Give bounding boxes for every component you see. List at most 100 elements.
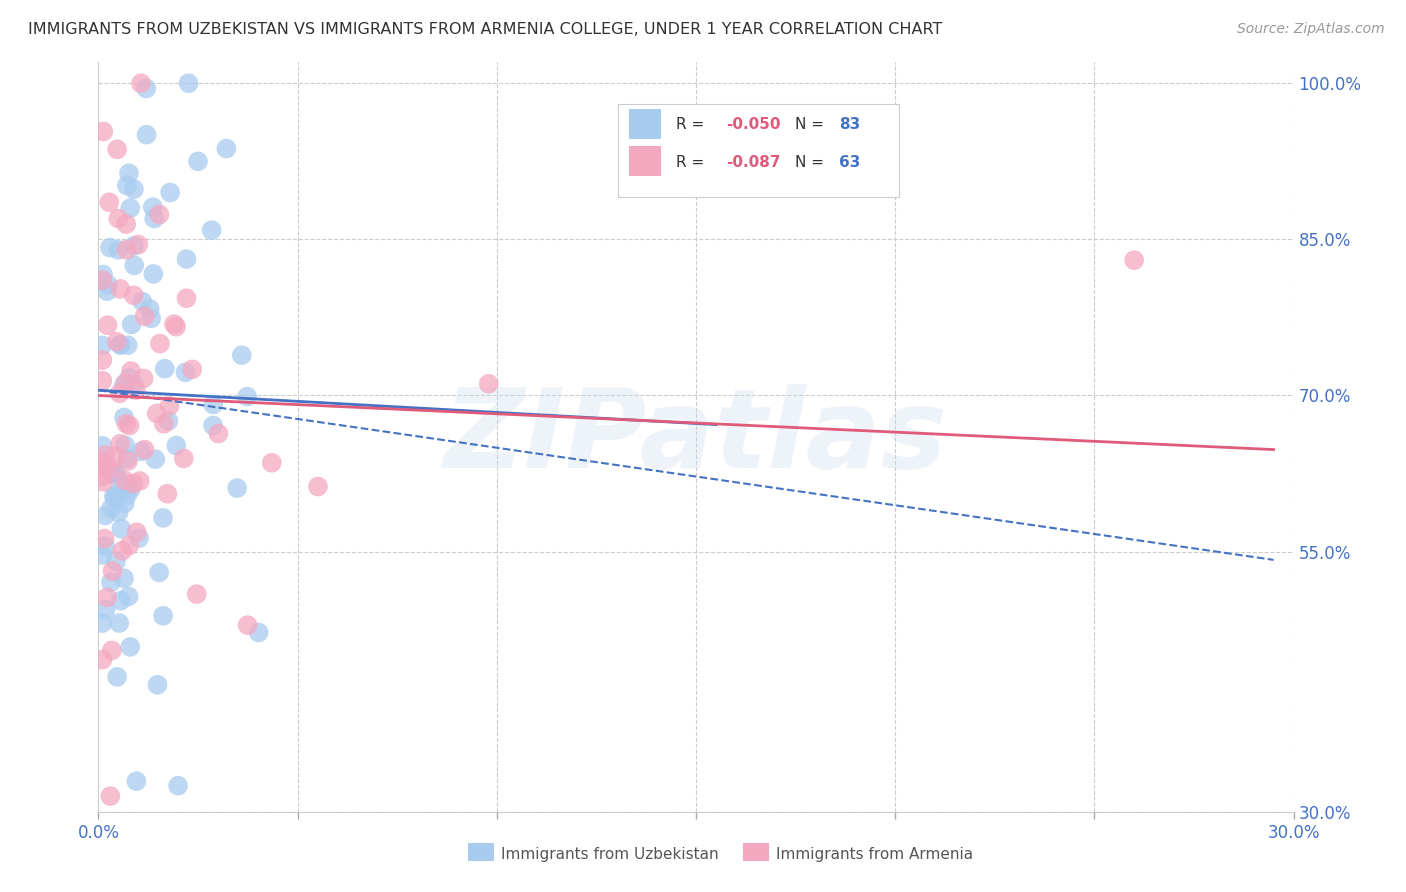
Point bbox=[143, 211, 166, 226]
Point bbox=[181, 362, 204, 376]
Point bbox=[100, 500, 122, 515]
Point bbox=[129, 76, 152, 90]
Point bbox=[141, 311, 163, 326]
Point bbox=[138, 301, 160, 316]
Point bbox=[215, 142, 238, 156]
Point bbox=[115, 217, 138, 231]
Point bbox=[108, 386, 131, 401]
Point bbox=[165, 319, 187, 334]
Point bbox=[122, 182, 145, 196]
Point bbox=[122, 239, 145, 253]
Point bbox=[174, 365, 197, 379]
Point bbox=[104, 467, 127, 481]
Text: R =: R = bbox=[676, 154, 709, 169]
Point bbox=[163, 317, 186, 331]
Point bbox=[98, 460, 121, 475]
Point bbox=[96, 318, 118, 333]
Point bbox=[94, 448, 117, 462]
Point bbox=[176, 252, 198, 266]
Point bbox=[110, 338, 132, 352]
Point bbox=[231, 348, 253, 362]
Point bbox=[128, 474, 150, 488]
Point bbox=[100, 462, 122, 476]
Point bbox=[91, 455, 114, 469]
Point bbox=[103, 489, 125, 503]
Point bbox=[125, 383, 148, 397]
Point bbox=[94, 508, 117, 523]
Point bbox=[91, 652, 114, 666]
Point bbox=[124, 258, 146, 272]
Point bbox=[120, 482, 142, 496]
Point bbox=[91, 268, 114, 282]
Point bbox=[176, 291, 198, 305]
Point bbox=[226, 481, 249, 495]
Point bbox=[159, 186, 181, 200]
Point bbox=[117, 590, 139, 604]
Point bbox=[157, 414, 180, 428]
Point bbox=[111, 544, 134, 558]
Point bbox=[146, 678, 169, 692]
Point bbox=[131, 294, 153, 309]
Point bbox=[98, 195, 121, 210]
Point bbox=[202, 418, 225, 433]
Point bbox=[202, 397, 225, 411]
Text: -0.050: -0.050 bbox=[725, 117, 780, 132]
Point bbox=[94, 602, 117, 616]
Point bbox=[107, 505, 129, 519]
Point bbox=[114, 376, 136, 390]
Point bbox=[247, 625, 270, 640]
Point bbox=[91, 124, 114, 138]
Point bbox=[118, 418, 141, 433]
Point bbox=[101, 564, 124, 578]
Point bbox=[96, 284, 118, 298]
Point bbox=[120, 640, 142, 654]
Point bbox=[103, 466, 125, 480]
Text: Immigrants from Uzbekistan: Immigrants from Uzbekistan bbox=[501, 847, 718, 862]
Point bbox=[112, 410, 135, 425]
Text: N =: N = bbox=[796, 154, 830, 169]
Point bbox=[121, 318, 143, 332]
Point bbox=[173, 451, 195, 466]
Point bbox=[91, 548, 114, 562]
Point bbox=[98, 789, 122, 804]
FancyBboxPatch shape bbox=[628, 146, 661, 177]
Point bbox=[115, 417, 138, 431]
Text: 83: 83 bbox=[839, 117, 860, 132]
Point bbox=[110, 593, 132, 607]
Point bbox=[112, 571, 135, 585]
Point bbox=[117, 477, 139, 491]
Point bbox=[105, 334, 128, 349]
Point bbox=[120, 201, 142, 215]
Point bbox=[152, 608, 174, 623]
Point bbox=[100, 575, 122, 590]
Point bbox=[118, 370, 141, 384]
FancyBboxPatch shape bbox=[619, 103, 900, 197]
Point bbox=[108, 337, 131, 351]
Point bbox=[108, 437, 131, 451]
Point bbox=[148, 566, 170, 580]
Point bbox=[152, 511, 174, 525]
Point bbox=[128, 531, 150, 545]
Point bbox=[91, 374, 114, 388]
Point bbox=[117, 451, 139, 466]
Text: Immigrants from Armenia: Immigrants from Armenia bbox=[776, 847, 973, 862]
Point bbox=[165, 439, 187, 453]
Point bbox=[112, 473, 135, 487]
Point bbox=[98, 241, 121, 255]
Point bbox=[91, 439, 114, 453]
Point bbox=[105, 469, 128, 483]
Point bbox=[159, 399, 181, 413]
Point bbox=[201, 223, 224, 237]
Point bbox=[145, 406, 167, 420]
Point bbox=[132, 371, 155, 385]
Point bbox=[107, 243, 129, 257]
Text: Source: ZipAtlas.com: Source: ZipAtlas.com bbox=[1237, 22, 1385, 37]
Point bbox=[125, 525, 148, 540]
Point bbox=[114, 438, 136, 452]
Point bbox=[112, 378, 135, 392]
Point bbox=[478, 376, 501, 391]
Point bbox=[94, 459, 117, 474]
Point bbox=[167, 779, 190, 793]
Point bbox=[110, 282, 132, 296]
FancyBboxPatch shape bbox=[628, 109, 661, 139]
